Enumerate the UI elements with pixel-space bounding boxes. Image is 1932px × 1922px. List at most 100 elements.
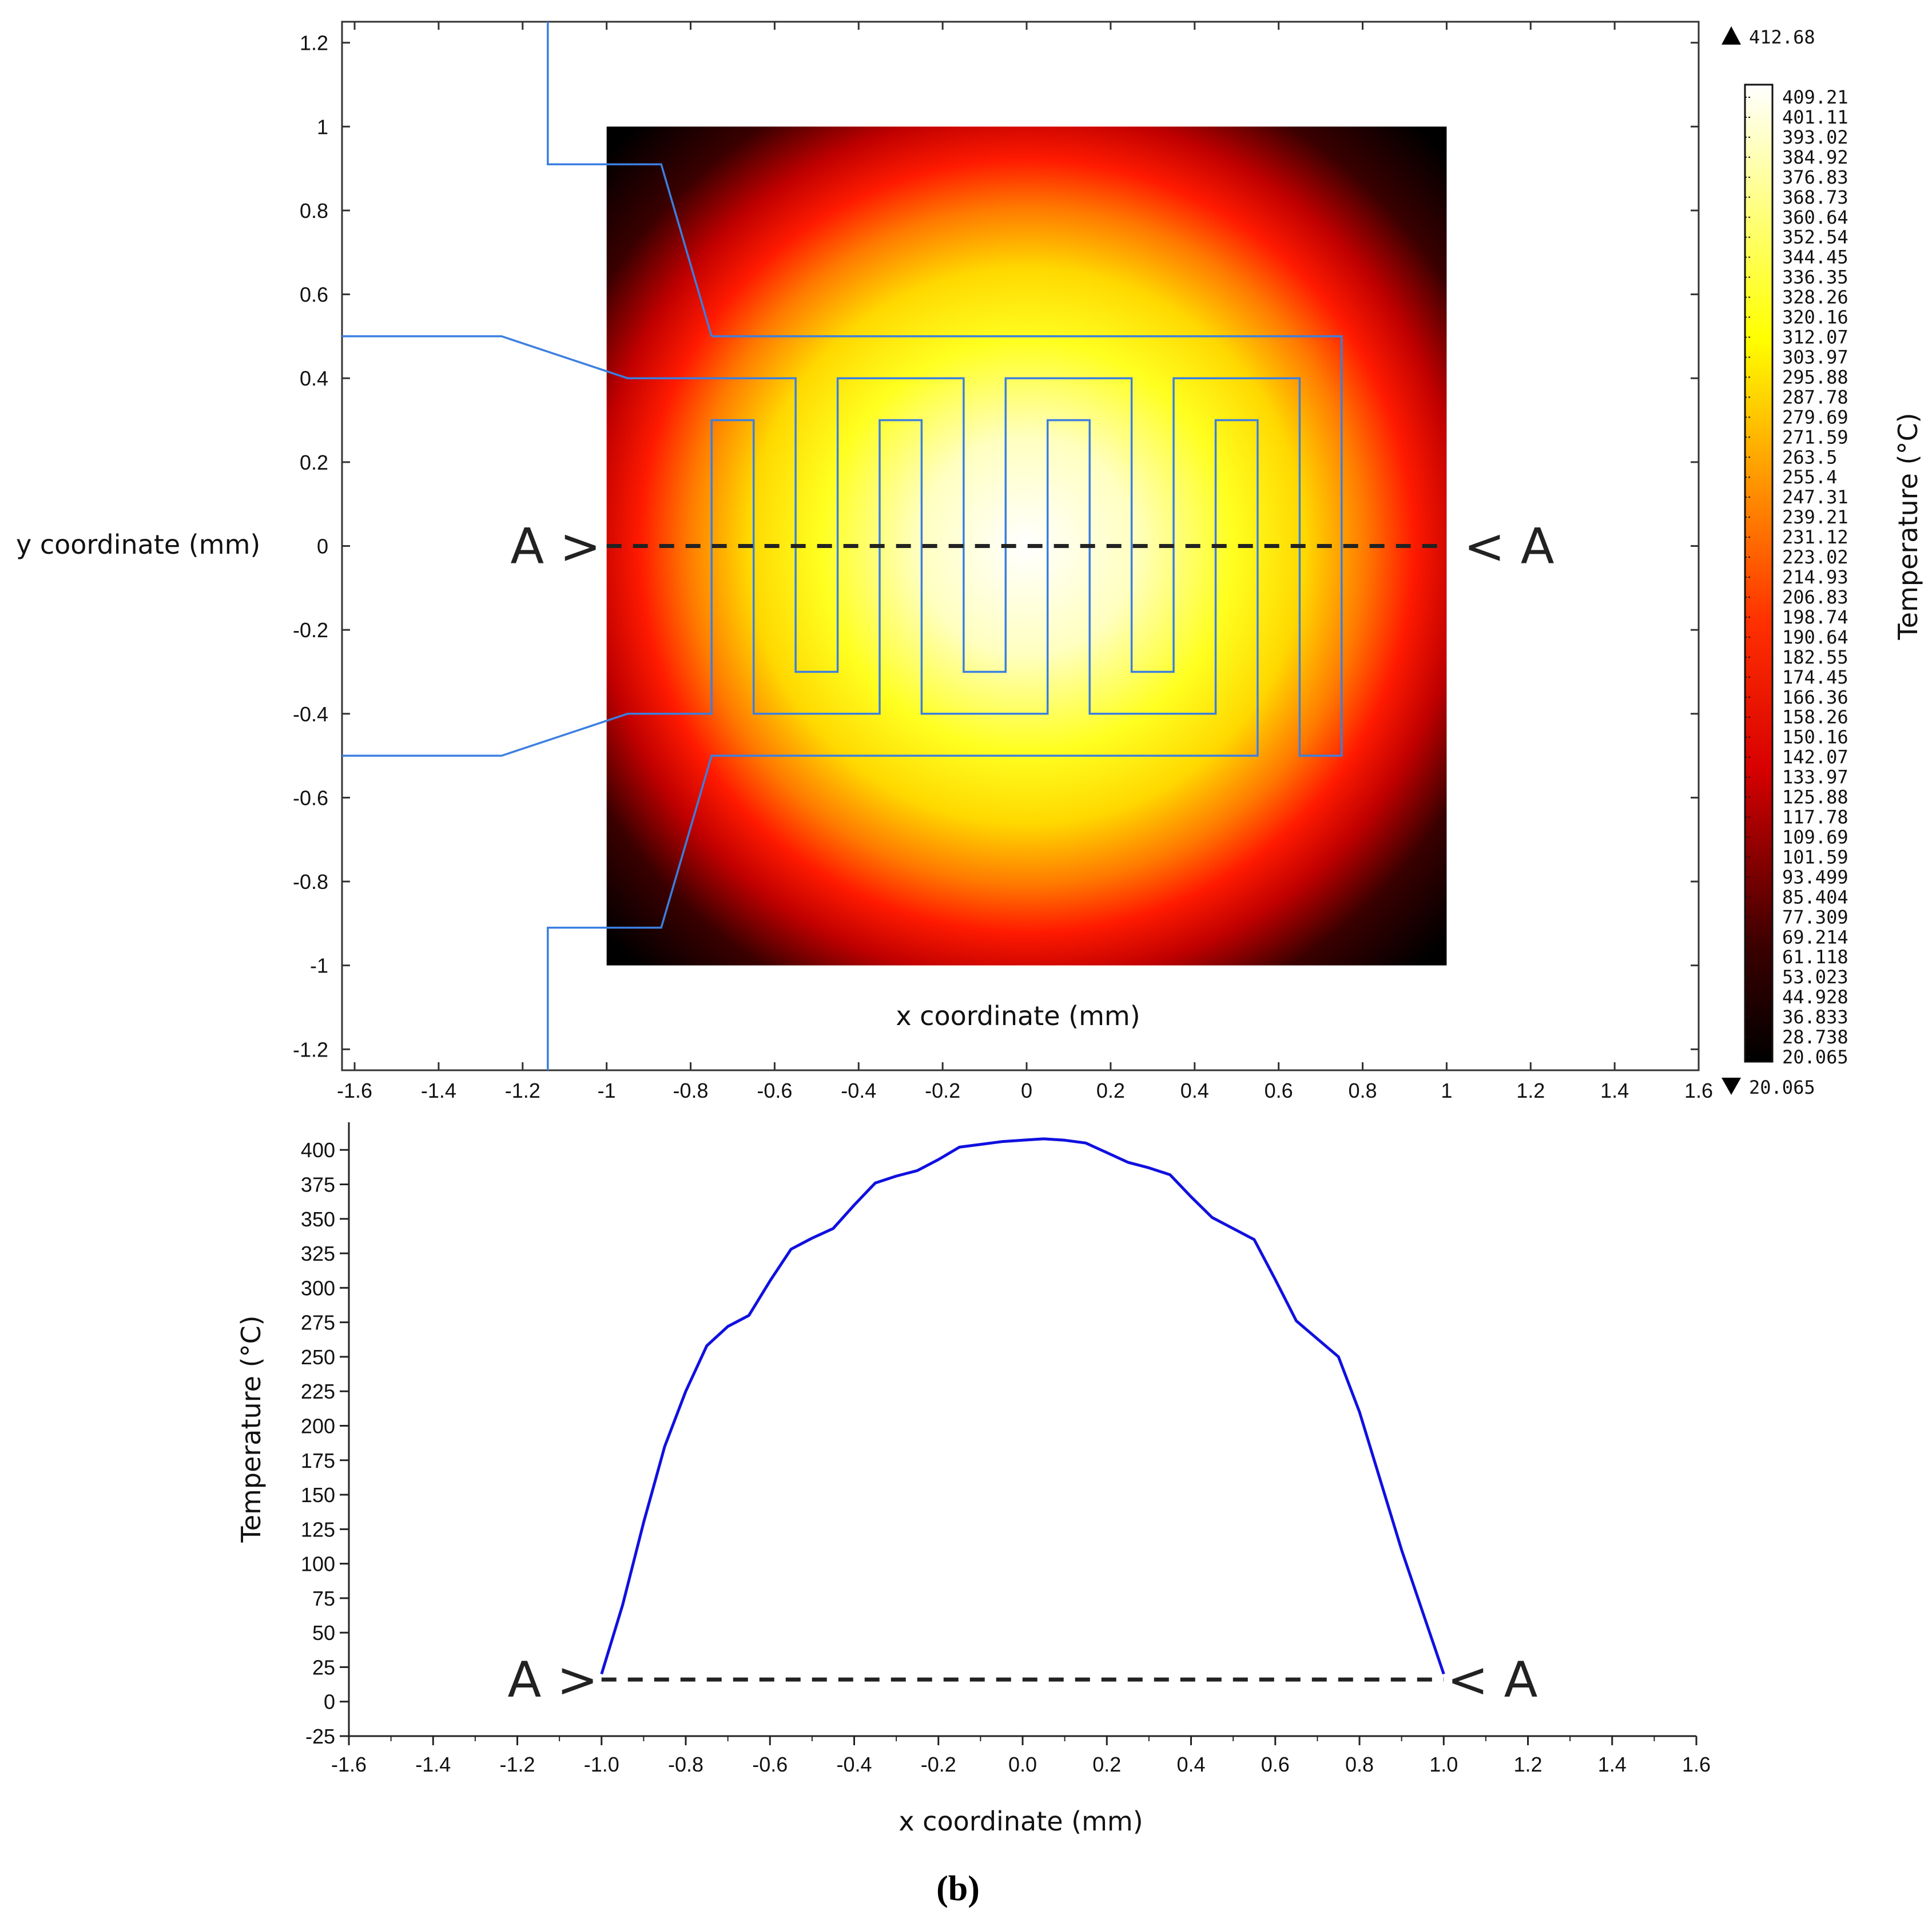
colorbar-tick-label: 166.36 (1782, 686, 1848, 708)
y-tick-label: 0 (324, 1690, 335, 1714)
colorbar-tick-label: 263.5 (1782, 446, 1837, 468)
colorbar-tick-label: 53.023 (1782, 966, 1848, 988)
colorbar-max-value: 412.68 (1749, 26, 1815, 48)
x-tick-label: -0.4 (836, 1753, 872, 1776)
colorbar-tick-label: 279.69 (1782, 406, 1848, 428)
x-tick-label: -1.2 (499, 1753, 535, 1776)
temperature-series-line (600, 1137, 1445, 1675)
y-tick-label: 50 (312, 1621, 335, 1645)
colorbar-tick-label: 109.69 (1782, 826, 1848, 848)
colorbar-tick-label: 77.309 (1782, 906, 1848, 928)
x-tick-label: -1 (598, 1079, 616, 1102)
y-tick-label: 225 (301, 1380, 335, 1403)
y-axis-label: y coordinate (mm) (16, 529, 260, 560)
y-tick-label: 250 (301, 1345, 335, 1369)
x-tick-label: -0.8 (668, 1753, 703, 1776)
x-tick-label: 1.4 (1598, 1753, 1627, 1776)
colorbar-tick-label: 44.928 (1782, 986, 1848, 1008)
x-tick-label: -0.8 (673, 1079, 708, 1102)
colorbar-tick-label: 174.45 (1782, 666, 1848, 688)
x-tick-label: 0.6 (1265, 1079, 1293, 1102)
colorbar-ticks: 409.21401.11393.02384.92376.83368.73360.… (1745, 86, 1848, 1068)
y-axis-ticks: 1.2 1 0.8 0.6 0.4 0.2 0 -0.2 -0.4 -0.6 -0.8 -1 -1.2 (293, 31, 1699, 1061)
heater-trace-1 (342, 335, 1343, 757)
section-marker-right: < A (1447, 1651, 1537, 1709)
colorbar-tick-label: 69.214 (1782, 926, 1848, 948)
colorbar-tick-label: 247.31 (1782, 486, 1848, 508)
x-tick-label: 1.6 (1684, 1079, 1713, 1102)
y-tick-label: 0 (317, 535, 328, 558)
colorbar-tick-label: 328.26 (1782, 287, 1848, 308)
y-tick-label: 300 (301, 1276, 335, 1300)
section-marker-right: < A (1464, 518, 1554, 575)
y-axis-ticks: 4003753503253002752502252001751501251007… (301, 1138, 349, 1748)
y-tick-label: 325 (301, 1242, 335, 1265)
colorbar-tick-label: 206.83 (1782, 586, 1848, 608)
colorbar-tick-label: 303.97 (1782, 346, 1848, 368)
colorbar-tick-label: 223.02 (1782, 546, 1848, 568)
y-tick-label: 0.8 (300, 199, 328, 223)
x-tick-label: -1.4 (415, 1753, 451, 1776)
y-tick-label: -0.4 (293, 702, 328, 726)
heater-trace-3 (547, 22, 713, 337)
y-tick-label: -0.6 (293, 786, 328, 809)
colorbar-tick-label: 61.118 (1782, 946, 1848, 968)
x-tick-label: 0.8 (1348, 1079, 1377, 1102)
colorbar-gradient (1744, 84, 1774, 1063)
colorbar-tick-label: 255.4 (1782, 466, 1837, 488)
colorbar-tick-label: 28.738 (1782, 1026, 1848, 1048)
x-tick-label: -1.0 (584, 1753, 619, 1776)
colorbar-tick-label: 182.55 (1782, 646, 1848, 668)
x-axis-ticks: -1.6 -1.4 -1.2 -1.0 -0.8 -0.6 -0.4 -0.2 0.0 0.2 0.… (331, 1736, 1711, 1776)
colorbar-tick-label: 198.74 (1782, 606, 1848, 628)
colorbar-tick-label: 287.78 (1782, 386, 1848, 408)
y-tick-label: -1.2 (293, 1038, 328, 1061)
colorbar-tick-label: 368.73 (1782, 186, 1848, 208)
colorbar-tick-label: 409.21 (1782, 86, 1848, 108)
y-tick-label: 150 (301, 1483, 335, 1507)
x-axis-ticks: -1.6 -1.4 -1.2 -1 -0.8 -0.6 -0.4 -0.2 0 0.2 0.4 0.6… (337, 22, 1713, 1102)
y-axis-label: Temperature (°C) (236, 1315, 267, 1543)
y-tick-label: 0.2 (300, 451, 328, 474)
section-marker-left: A > (508, 1651, 598, 1709)
colorbar-tick-label: 320.16 (1782, 307, 1848, 328)
y-tick-label: 1.2 (300, 31, 328, 55)
y-tick-label: 0.6 (300, 283, 328, 307)
colorbar-tick-label: 239.21 (1782, 506, 1848, 528)
y-tick-label: 125 (301, 1518, 335, 1541)
colorbar-label: Temperature (°C) (1893, 412, 1923, 640)
y-tick-label: 400 (301, 1138, 335, 1162)
y-tick-label: 0.4 (300, 367, 328, 390)
colorbar-tick-label: 360.64 (1782, 207, 1848, 228)
y-tick-label: 75 (312, 1587, 335, 1610)
colorbar-tick-label: 85.404 (1782, 886, 1848, 908)
colorbar-tick-label: 117.78 (1782, 807, 1848, 828)
colorbar-tick-label: 158.26 (1782, 706, 1848, 728)
colorbar-tick-label: 231.12 (1782, 526, 1848, 548)
y-tick-label: 375 (301, 1173, 335, 1197)
x-tick-label: -1.2 (505, 1079, 540, 1102)
x-tick-label: 0 (1021, 1079, 1032, 1102)
x-axis-label: x coordinate (mm) (899, 1806, 1143, 1837)
colorbar-tick-label: 312.07 (1782, 327, 1848, 348)
section-marker-left: A > (510, 518, 601, 575)
colorbar-tick-label: 93.499 (1782, 866, 1848, 888)
colorbar-tick-label: 150.16 (1782, 726, 1848, 748)
heater-trace-2 (342, 419, 1259, 1070)
x-tick-label: 0.8 (1345, 1753, 1374, 1776)
x-tick-label: -0.6 (752, 1753, 788, 1776)
x-tick-label: -0.6 (757, 1079, 792, 1102)
colorbar-tick-label: 376.83 (1782, 166, 1848, 188)
colorbar-tick-label: 401.11 (1782, 106, 1848, 128)
colorbar-min-value: 20.065 (1749, 1077, 1815, 1098)
colorbar-tick-label: 295.88 (1782, 366, 1848, 388)
x-tick-label: -0.2 (921, 1753, 956, 1776)
x-tick-label: 0.4 (1176, 1753, 1205, 1776)
x-tick-label: 1 (1441, 1079, 1452, 1102)
line-plot: -1.6 -1.4 -1.2 -1.0 -0.8 -0.6 -0.4 -0.2 0.0 0.2 0.… (236, 1122, 1711, 1837)
x-tick-label: 0.2 (1096, 1079, 1125, 1102)
x-tick-label: 1.6 (1682, 1753, 1711, 1776)
colorbar-tick-label: 133.97 (1782, 767, 1848, 788)
y-tick-label: 100 (301, 1552, 335, 1576)
